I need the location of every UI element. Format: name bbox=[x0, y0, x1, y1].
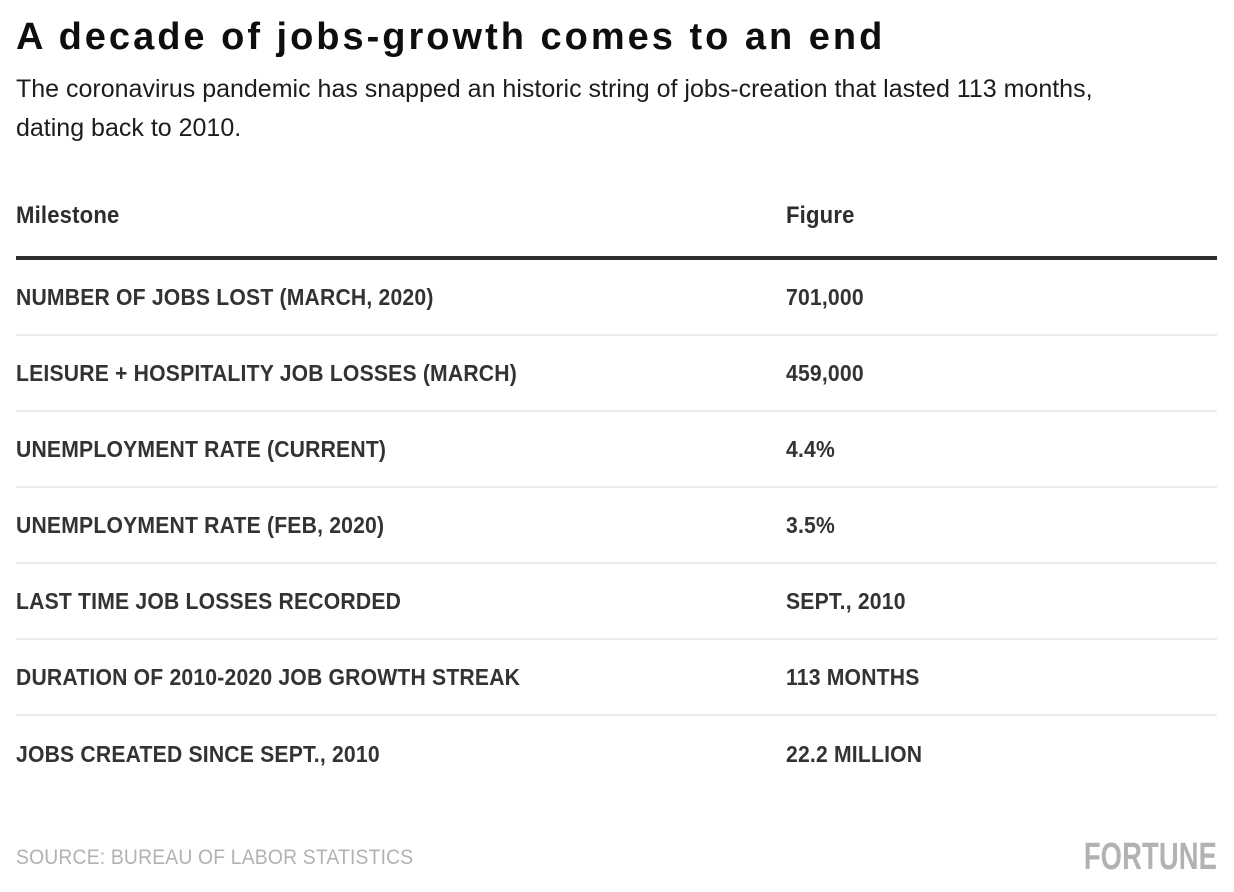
footer: SOURCE: BUREAU OF LABOR STATISTICS FORTU… bbox=[16, 836, 1217, 879]
figure-cell: 701,000 bbox=[786, 283, 864, 310]
milestone-cell: UNEMPLOYMENT RATE (FEB, 2020) bbox=[16, 511, 385, 538]
table-row: LEISURE + HOSPITALITY JOB LOSSES (MARCH)… bbox=[16, 336, 1217, 412]
fortune-logo: FORTUNE bbox=[1083, 836, 1217, 878]
figure-cell: 113 MONTHS bbox=[786, 663, 920, 690]
figure-cell: 459,000 bbox=[786, 359, 864, 386]
table-row: UNEMPLOYMENT RATE (FEB, 2020) 3.5% bbox=[16, 488, 1217, 564]
milestone-cell: LAST TIME JOB LOSSES RECORDED bbox=[16, 587, 402, 614]
milestone-cell: LEISURE + HOSPITALITY JOB LOSSES (MARCH) bbox=[16, 359, 517, 386]
milestones-table: Milestone Figure NUMBER OF JOBS LOST (MA… bbox=[16, 202, 1217, 792]
milestone-cell: JOBS CREATED SINCE SEPT., 2010 bbox=[16, 740, 380, 767]
table-row: UNEMPLOYMENT RATE (CURRENT) 4.4% bbox=[16, 412, 1217, 488]
page-subtitle: The coronavirus pandemic has snapped an … bbox=[16, 75, 1093, 142]
table-row: LAST TIME JOB LOSSES RECORDED SEPT., 201… bbox=[16, 564, 1217, 640]
source-credit: SOURCE: BUREAU OF LABOR STATISTICS bbox=[16, 845, 414, 869]
milestone-cell: NUMBER OF JOBS LOST (MARCH, 2020) bbox=[16, 283, 434, 310]
jobs-growth-infographic: A decade of jobs-growth comes to an end … bbox=[0, 14, 1234, 892]
table-row: NUMBER OF JOBS LOST (MARCH, 2020) 701,00… bbox=[16, 260, 1217, 336]
milestone-cell: DURATION OF 2010-2020 JOB GROWTH STREAK bbox=[16, 663, 521, 690]
table-row: JOBS CREATED SINCE SEPT., 2010 22.2 MILL… bbox=[16, 716, 1217, 792]
figure-cell: 3.5% bbox=[786, 511, 835, 538]
column-header-figure: Figure bbox=[786, 202, 855, 229]
table-header-row: Milestone Figure bbox=[16, 202, 1217, 260]
page-title: A decade of jobs-growth comes to an end bbox=[16, 16, 886, 58]
milestone-cell: UNEMPLOYMENT RATE (CURRENT) bbox=[16, 435, 387, 462]
figure-cell: SEPT., 2010 bbox=[786, 587, 906, 614]
table-row: DURATION OF 2010-2020 JOB GROWTH STREAK … bbox=[16, 640, 1217, 716]
figure-cell: 22.2 MILLION bbox=[786, 740, 923, 767]
figure-cell: 4.4% bbox=[786, 435, 835, 462]
column-header-milestone: Milestone bbox=[16, 202, 120, 229]
